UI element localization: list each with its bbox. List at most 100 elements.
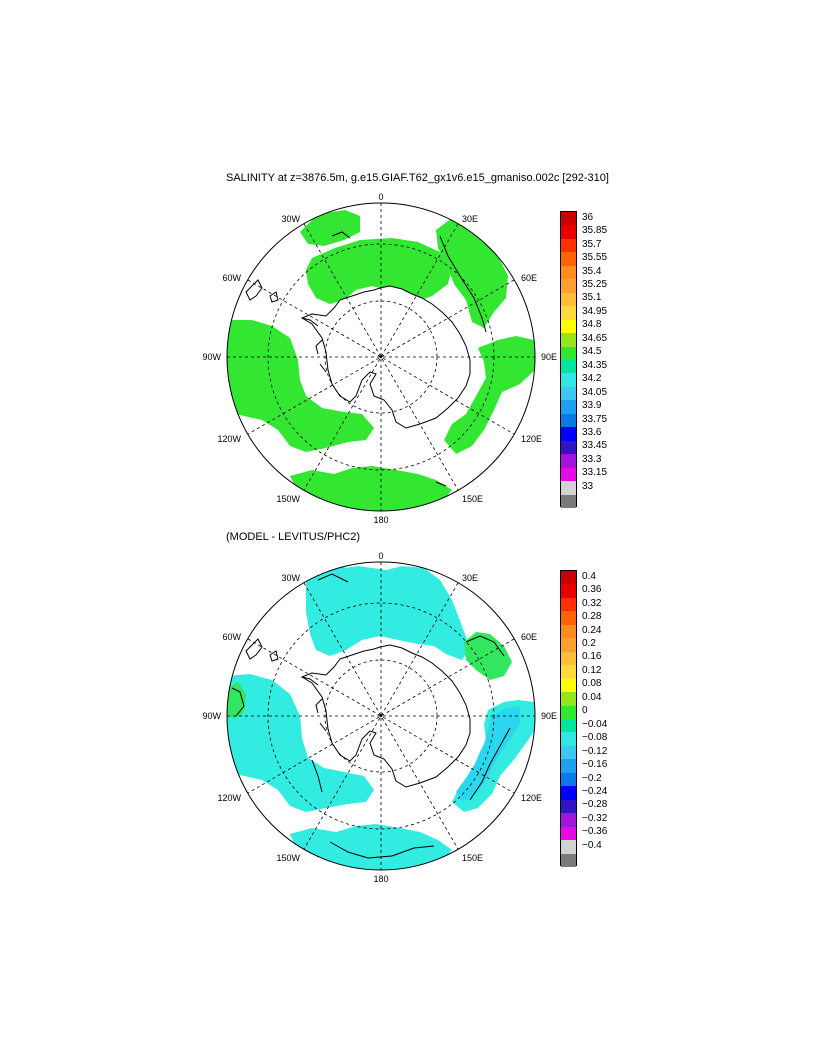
top-colorbar-swatch	[561, 265, 576, 280]
top-colorbar-label: 33.15	[582, 467, 608, 479]
bottom-contour-line	[317, 573, 349, 583]
bottom-colorbar-label: 0.16	[582, 651, 602, 663]
top-colorbar-swatch	[561, 279, 576, 294]
top-colorbar-label: 35.7	[582, 238, 602, 250]
bottom-colorbar-swatch	[561, 638, 576, 653]
top-south-america-coast	[245, 279, 279, 303]
top-colorbar-swatch	[561, 225, 576, 240]
bottom-lon-label-30e: 30E	[462, 573, 478, 583]
top-colorbar-label: 35.1	[582, 292, 602, 304]
top-antarctic-peninsula	[301, 317, 327, 373]
bottom-colorbar-label: 0	[582, 705, 588, 717]
top-colorbar-swatch	[561, 360, 576, 374]
bottom-lon-label-60e: 60E	[521, 632, 537, 642]
top-lon-label-30w: 30W	[281, 214, 300, 224]
top-colorbar-label: 34.8	[582, 319, 602, 331]
top-colorbar-label: 33	[582, 480, 594, 492]
bottom-south-pole-marker	[379, 714, 383, 718]
top-colorbar-label: 33.9	[582, 400, 602, 412]
bottom-colorbar-label: −0.36	[582, 826, 608, 838]
top-colorbar-swatch	[561, 252, 576, 267]
top-lon-label-180: 180	[373, 515, 388, 525]
top-colorbar-label: 34.65	[582, 332, 608, 344]
top-field-atlantic-south	[306, 238, 452, 304]
bottom-field-pacific-west	[227, 674, 374, 812]
bottom-colorbar-swatch	[561, 799, 576, 814]
top-lon-label-90e: 90E	[541, 352, 557, 362]
bottom-contour-line	[311, 759, 323, 793]
bottom-polar-map: 0 30E 60E 90E 120E 150E 180 150W 120W 90…	[202, 551, 557, 884]
bottom-contour-line	[329, 841, 435, 859]
top-colorbar-label: 33.6	[582, 427, 602, 438]
top-colorbar-label: 35.4	[582, 265, 602, 277]
bottom-south-america-coast	[245, 638, 279, 662]
top-contour-line	[331, 231, 351, 239]
bottom-field-indian-dark	[456, 706, 520, 802]
top-colorbar-swatch	[561, 386, 576, 401]
top-salinity-field	[227, 210, 535, 511]
bottom-colorbar-swatch	[561, 719, 576, 733]
top-colorbar-swatch	[561, 440, 576, 455]
top-lon-label-90w: 90W	[202, 352, 221, 362]
bottom-colorbar-label: 0.12	[582, 664, 602, 676]
top-colorbar-label: 36	[582, 211, 594, 223]
top-lon-label-120e: 120E	[521, 434, 542, 444]
bottom-colorbar-swatch	[561, 745, 576, 760]
bottom-colorbar-swatch	[561, 571, 576, 585]
top-colorbar-swatch	[561, 494, 576, 509]
top-lon-label-0: 0	[378, 192, 383, 202]
bottom-colorbar-swatch	[561, 813, 576, 828]
bottom-colorbar-label: 0.32	[582, 597, 602, 609]
top-colorbar-label: 34.35	[582, 359, 608, 371]
top-colorbar: 36 35.85 35.7 35.55 35.4 35.25 35.1 34.95 34.8 34…	[560, 211, 640, 511]
top-colorbar-label: 35.85	[582, 225, 608, 237]
bottom-colorbar-label: −0.28	[582, 799, 608, 811]
bottom-colorbar-label: −0.12	[582, 745, 608, 757]
top-field-indian-east	[444, 336, 535, 454]
bottom-colorbar-swatch	[561, 840, 576, 855]
bottom-lon-label-90w: 90W	[202, 711, 221, 721]
bottom-colorbar-label: 0.28	[582, 611, 602, 623]
top-colorbar-swatch	[561, 346, 576, 361]
bottom-lon-label-0: 0	[378, 551, 383, 561]
bottom-colorbar-swatch	[561, 705, 576, 720]
top-colorbar-swatch	[561, 292, 576, 307]
top-colorbar-label: 35.25	[582, 279, 608, 290]
top-field-pacific-west	[227, 320, 374, 452]
bottom-field-pacific-south	[290, 824, 452, 870]
top-colorbar-swatches	[560, 211, 577, 509]
bottom-colorbar-swatch	[561, 651, 576, 666]
bottom-lon-label-120e: 120E	[521, 793, 542, 803]
bottom-colorbar-swatch	[561, 678, 576, 693]
top-south-pole-marker	[379, 355, 383, 359]
top-colorbar-swatch	[561, 413, 576, 428]
top-colorbar-swatch	[561, 319, 576, 334]
top-colorbar-label: 35.55	[582, 252, 608, 264]
bottom-graticule	[227, 562, 535, 870]
bottom-colorbar-label: 0.36	[582, 584, 602, 596]
bottom-colorbar-swatch	[561, 584, 576, 599]
bottom-contour-line	[469, 727, 511, 801]
top-lon-label-150w: 150W	[276, 494, 300, 504]
bottom-lon-label-60w: 60W	[222, 632, 241, 642]
bottom-colorbar-label: −0.32	[582, 812, 608, 824]
top-lon-label-120w: 120W	[217, 434, 241, 444]
bottom-colorbar-swatches	[560, 570, 577, 868]
bottom-difference-field	[227, 566, 535, 870]
bottom-colorbar-label: 0.2	[582, 638, 596, 649]
top-colorbar-label: 34.95	[582, 305, 608, 317]
bottom-map-boundary	[226, 561, 536, 871]
top-colorbar-label: 33.75	[582, 413, 608, 425]
bottom-colorbar-swatch	[561, 624, 576, 639]
top-contour-line	[439, 235, 487, 333]
top-colorbar-swatch	[561, 306, 576, 321]
top-field-weddell-north	[300, 210, 360, 246]
top-colorbar-label: 34.5	[582, 346, 602, 358]
bottom-antarctic-peninsula	[301, 676, 327, 732]
top-graticule	[227, 203, 535, 511]
bottom-colorbar-label: −0.08	[582, 732, 608, 744]
bottom-colorbar-label: 0.24	[582, 624, 602, 636]
bottom-lon-label-90e: 90E	[541, 711, 557, 721]
top-field-pacific-south	[290, 466, 452, 511]
top-colorbar-swatch	[561, 238, 576, 253]
